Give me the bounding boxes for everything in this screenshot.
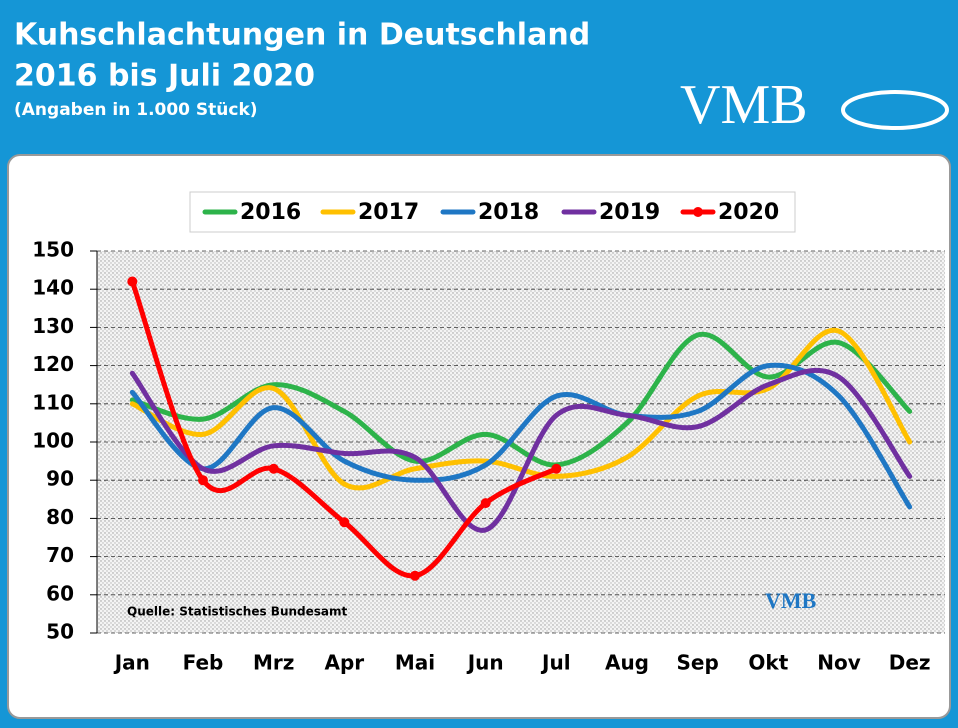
point	[198, 475, 208, 486]
plot: 50 60 70 80 90 100 110 120 130 140 150 Jan Feb Mrz Apr…	[32, 200, 945, 675]
legend-label: 2017	[358, 200, 419, 225]
x-tick-label: Jun	[466, 651, 504, 675]
x-tick-label: Feb	[183, 651, 224, 675]
legend-label: 2020	[718, 200, 779, 225]
x-tick-label: Sep	[677, 651, 719, 675]
x-tick-label: Mrz	[253, 651, 294, 675]
point	[410, 570, 420, 581]
point	[127, 276, 138, 287]
series-line	[129, 362, 913, 510]
x-tick-label: Apr	[324, 651, 364, 675]
y-tick-label: 130	[32, 314, 74, 338]
point	[551, 463, 562, 474]
y-tick-label: 70	[46, 543, 74, 567]
y-tick-label: 90	[46, 467, 74, 491]
x-tick-label: Dez	[889, 651, 931, 675]
x-tick-label: Jul	[540, 651, 571, 675]
point	[339, 517, 350, 528]
legend-label: 2019	[599, 200, 660, 225]
logo-swoosh	[841, 90, 949, 130]
chart-subtitle: (Angaben in 1.000 Stück)	[14, 100, 258, 120]
x-tick-label: Okt	[748, 651, 788, 675]
y-tick-label: 150	[32, 238, 74, 262]
y-tick-label: 140	[32, 276, 74, 300]
point	[480, 498, 491, 509]
y-tick-label: 60	[46, 581, 74, 605]
series-line	[129, 279, 559, 579]
chart-title: Kuhschlachtungen in Deutschland	[14, 18, 590, 53]
header-band	[0, 0, 958, 136]
brand-logo: VMB	[680, 74, 808, 136]
legend-marker	[693, 207, 703, 217]
x-tick-label: Jan	[113, 651, 150, 675]
y-tick-label: 50	[46, 620, 74, 644]
y-tick-label: 110	[32, 390, 74, 414]
point	[268, 463, 279, 474]
source-note: Quelle: Statistisches Bundesamt	[127, 605, 348, 619]
x-tick-label: Aug	[605, 651, 649, 675]
y-tick-label: 100	[32, 429, 74, 453]
brand-logo-small: VMB	[765, 588, 817, 613]
y-tick-label: 80	[46, 505, 74, 529]
legend-label: 2018	[478, 200, 539, 225]
chart-title: 2016 bis Juli 2020	[14, 59, 315, 94]
series-line	[129, 331, 913, 468]
legend-label: 2016	[240, 200, 301, 225]
x-tick-label: Nov	[817, 651, 861, 675]
y-tick-label: 120	[32, 352, 74, 376]
x-tick-label: Mai	[395, 651, 435, 675]
